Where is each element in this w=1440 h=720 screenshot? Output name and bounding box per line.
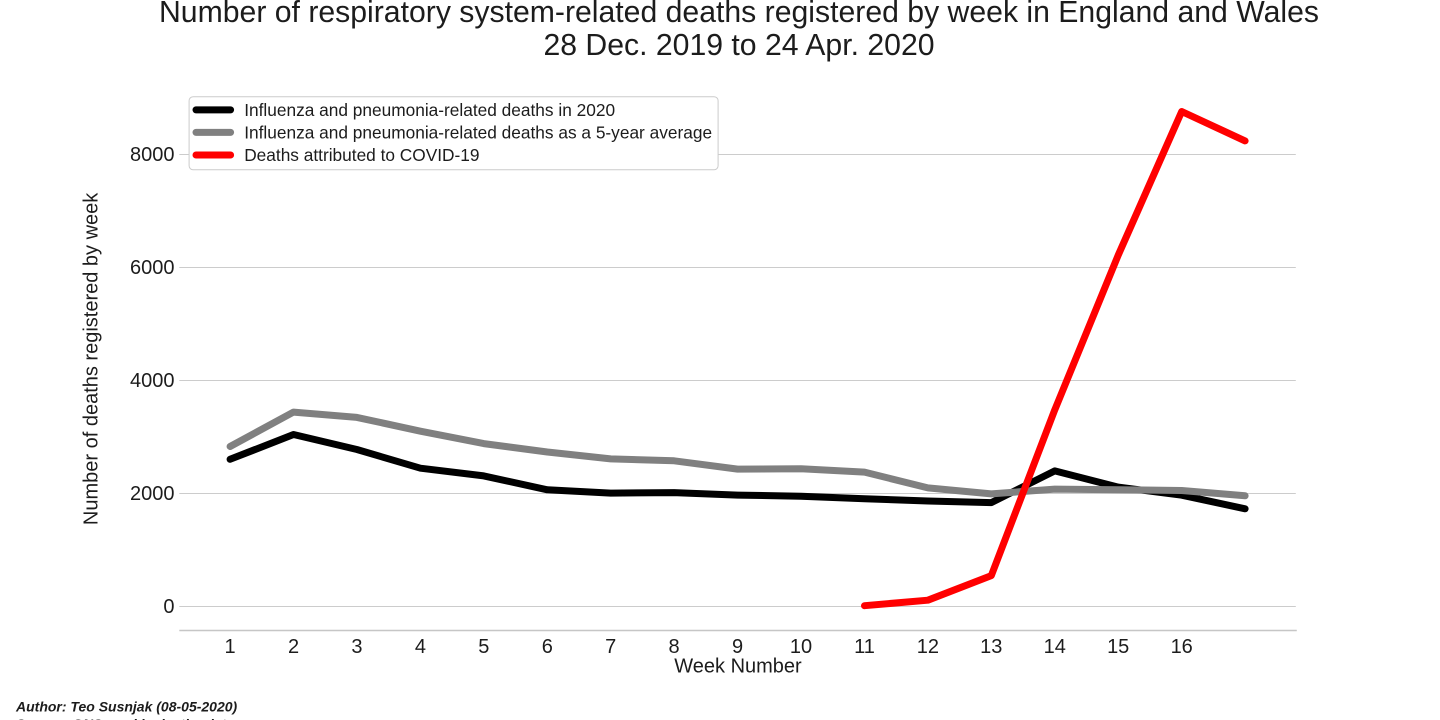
svg-text:13: 13	[980, 636, 1002, 658]
svg-text:10: 10	[790, 636, 812, 658]
svg-text:12: 12	[917, 636, 939, 658]
svg-text:11: 11	[854, 636, 875, 658]
svg-text:4: 4	[415, 636, 426, 658]
svg-text:7: 7	[605, 636, 616, 658]
svg-text:1: 1	[225, 636, 236, 658]
svg-text:9: 9	[732, 636, 743, 658]
svg-text:Influenza and pneumonia-relate: Influenza and pneumonia-related deaths a…	[244, 122, 712, 142]
svg-text:Number of deaths registered by: Number of deaths registered by week	[81, 192, 103, 525]
svg-text:Week Number: Week Number	[674, 656, 802, 678]
svg-text:16: 16	[1171, 636, 1193, 658]
svg-text:Deaths attributed to COVID-19: Deaths attributed to COVID-19	[244, 145, 479, 165]
svg-text:6000: 6000	[130, 257, 175, 279]
svg-text:3: 3	[351, 636, 362, 658]
svg-text:Influenza and pneumonia-relate: Influenza and pneumonia-related deaths i…	[244, 100, 615, 120]
svg-text:Author: Teo Susnjak (08-05-202: Author: Teo Susnjak (08-05-2020)	[15, 699, 238, 715]
svg-text:6: 6	[542, 636, 553, 658]
svg-text:2: 2	[288, 636, 299, 658]
svg-text:0: 0	[163, 596, 174, 618]
svg-text:4000: 4000	[130, 370, 175, 392]
svg-text:Source: ONS weekly deaths data: Source: ONS weekly deaths data	[16, 716, 234, 720]
svg-text:15: 15	[1107, 636, 1129, 658]
svg-text:14: 14	[1044, 636, 1066, 658]
svg-text:5: 5	[478, 636, 489, 658]
svg-text:28 Dec. 2019 to 24 Apr. 2020: 28 Dec. 2019 to 24 Apr. 2020	[543, 29, 934, 62]
svg-text:2000: 2000	[130, 483, 175, 505]
svg-text:Number of respiratory system-r: Number of respiratory system-related dea…	[159, 0, 1319, 29]
svg-text:8000: 8000	[130, 144, 175, 166]
svg-text:8: 8	[669, 636, 680, 658]
